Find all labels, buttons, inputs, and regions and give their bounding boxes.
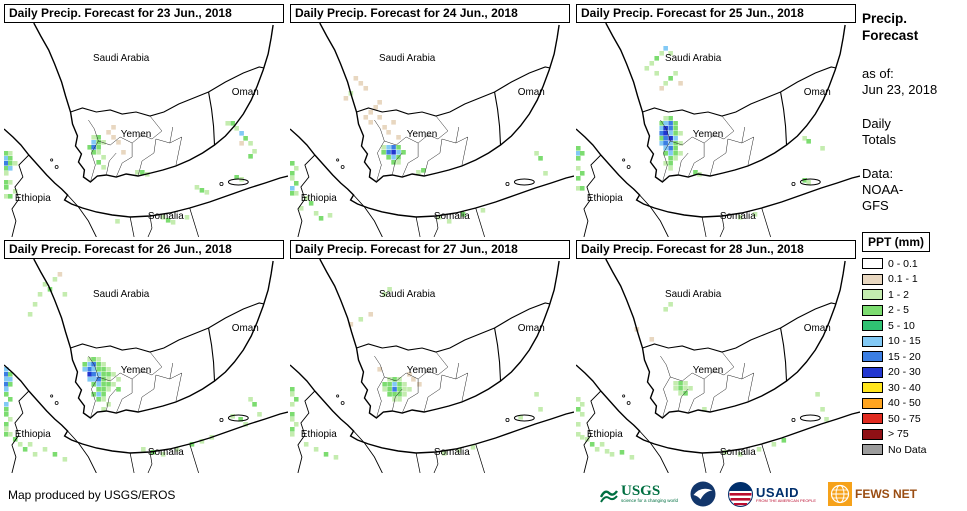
panel-title: Daily Precip. Forecast for 24 Jun., 2018 [290,4,570,23]
legend-label: 20 - 30 [888,366,921,379]
data-source-label: Data: [862,166,894,181]
agency-logos: USGS science for a changing world USAID … [600,479,917,509]
precip-map-25jun [576,23,860,237]
forecast-panel-27jun: Daily Precip. Forecast for 27 Jun., 2018 [289,240,575,476]
legend-row: 2 - 5 [862,303,964,319]
usaid-logo-text: USAID [756,484,799,500]
legend-row: 30 - 40 [862,380,964,396]
legend-row: 40 - 50 [862,396,964,412]
asof-block: as of: Jun 23, 2018 [862,66,964,98]
legend-swatch [862,366,883,378]
legend-entries: 0 - 0.1 0.1 - 1 1 - 2 2 - 5 5 - 10 10 - 15 15 … [862,256,964,458]
legend-swatch [862,304,883,316]
usaid-logo-tagline: FROM THE AMERICAN PEOPLE [756,497,816,503]
asof-value: Jun 23, 2018 [862,82,938,97]
legend-swatch [862,351,883,363]
legend-row: > 75 [862,427,964,443]
totals-line1: Daily [862,116,891,131]
legend-title: PPT (mm) [862,232,931,252]
forecast-panel-23jun: Daily Precip. Forecast for 23 Jun., 2018 [3,4,289,240]
precip-map-27jun [290,259,574,473]
legend-row: 0.1 - 1 [862,272,964,288]
noaa-logo [690,481,716,507]
usaid-roundel-icon [728,481,754,507]
legend-swatch [862,413,883,425]
asof-label: as of: [862,66,894,81]
legend-row: 50 - 75 [862,411,964,427]
legend-swatch [862,258,883,270]
legend-label: 15 - 20 [888,350,921,363]
totals-block: Daily Totals [862,116,964,148]
panel-title: Daily Precip. Forecast for 23 Jun., 2018 [4,4,284,23]
legend-label: No Data [888,443,927,456]
precip-map-23jun [4,23,288,237]
precip-cells [576,46,825,220]
legend-swatch [862,335,883,347]
data-source-block: Data: NOAA- GFS [862,166,964,214]
legend-label: > 75 [888,428,909,441]
forecast-panel-26jun: Daily Precip. Forecast for 26 Jun., 2018 [3,240,289,476]
legend-swatch [862,428,883,440]
sidebar-title-line2: Forecast [862,28,919,43]
usgs-wave-icon [600,490,618,503]
map-credit: Map produced by USGS/EROS [8,488,176,502]
forecast-panel-24jun: Daily Precip. Forecast for 24 Jun., 2018 [289,4,575,240]
legend-label: 30 - 40 [888,381,921,394]
precip-map-26jun [4,259,288,473]
info-sidebar: Precip. Forecast as of: Jun 23, 2018 Dai… [862,10,964,458]
legend-label: 5 - 10 [888,319,915,332]
precip-map-28jun [576,259,860,473]
forecast-panel-28jun: Daily Precip. Forecast for 28 Jun., 2018 [575,240,861,476]
legend-swatch [862,382,883,394]
fewsnet-logo-text: FEWS NET [854,487,917,501]
panel-title: Daily Precip. Forecast for 27 Jun., 2018 [290,240,570,259]
legend-swatch [862,273,883,285]
legend-label: 50 - 75 [888,412,921,425]
legend-swatch [862,444,883,456]
data-source-value2: GFS [862,198,889,213]
legend-swatch [862,397,883,409]
legend-label: 1 - 2 [888,288,910,301]
precip-legend: PPT (mm) 0 - 0.1 0.1 - 1 1 - 2 2 - 5 5 - 10 1… [862,232,964,458]
sidebar-title: Precip. Forecast [862,10,964,44]
panel-title: Daily Precip. Forecast for 28 Jun., 2018 [576,240,856,259]
panel-title: Daily Precip. Forecast for 26 Jun., 2018 [4,240,284,259]
legend-row: 20 - 30 [862,365,964,381]
legend-row: 15 - 20 [862,349,964,365]
usaid-logo: USAID FROM THE AMERICAN PEOPLE [728,481,816,507]
legend-swatch [862,320,883,332]
precip-map-24jun [290,23,574,237]
forecast-panel-25jun: Daily Precip. Forecast for 25 Jun., 2018 [575,4,861,240]
legend-row: 10 - 15 [862,334,964,350]
sidebar-title-line1: Precip. [862,11,908,26]
totals-line2: Totals [862,132,896,147]
usgs-logo-text: USGS [621,483,661,500]
data-source-value1: NOAA- [862,182,904,197]
legend-row: 0 - 0.1 [862,256,964,272]
legend-row: 1 - 2 [862,287,964,303]
fewsnet-logo: FEWS NET [827,482,917,506]
legend-row: 5 - 10 [862,318,964,334]
legend-label: 40 - 50 [888,397,921,410]
legend-swatch [862,289,883,301]
legend-label: 2 - 5 [888,304,910,317]
fewsnet-globe-icon [827,482,852,506]
usgs-logo: USGS science for a changing world [600,483,678,505]
panel-title: Daily Precip. Forecast for 25 Jun., 2018 [576,4,856,23]
usgs-logo-tagline: science for a changing world [621,498,679,504]
forecast-panels-grid: Daily Precip. Forecast for 23 Jun., 2018… [3,4,861,476]
legend-label: 0.1 - 1 [888,273,918,286]
noaa-seal-icon [690,481,716,507]
legend-row: No Data [862,442,964,458]
legend-label: 10 - 15 [888,335,921,348]
legend-label: 0 - 0.1 [888,257,918,270]
